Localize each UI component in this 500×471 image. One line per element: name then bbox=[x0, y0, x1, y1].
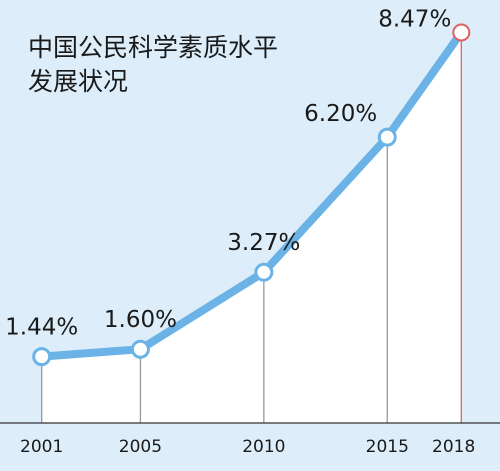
data-point-2010 bbox=[254, 262, 274, 282]
data-point-2018 bbox=[452, 23, 471, 42]
x-tick-labels: 2001 2005 2010 2015 2018 bbox=[20, 437, 475, 457]
data-label-2010: 3.27% bbox=[227, 230, 300, 256]
data-label-2015: 6.20% bbox=[304, 101, 377, 127]
x-tick-2001: 2001 bbox=[20, 437, 63, 457]
data-label-2018: 8.47% bbox=[378, 6, 451, 32]
area-fill bbox=[41, 32, 462, 423]
chart-title-line-2: 发展状况 bbox=[28, 67, 128, 96]
x-tick-2015: 2015 bbox=[366, 437, 409, 457]
drop-lines bbox=[41, 32, 462, 423]
data-point-2015 bbox=[377, 127, 397, 147]
x-tick-2005: 2005 bbox=[119, 437, 162, 457]
data-point-2005 bbox=[130, 339, 150, 359]
data-label-2005: 1.60% bbox=[104, 307, 177, 333]
chart-title-line-1: 中国公民科学素质水平 bbox=[28, 33, 278, 62]
data-label-2001: 1.44% bbox=[5, 315, 78, 341]
data-markers bbox=[32, 23, 471, 367]
x-tick-2018: 2018 bbox=[432, 437, 475, 457]
data-point-2001 bbox=[32, 347, 52, 367]
chart-title: 中国公民科学素质水平 发展状况 bbox=[28, 33, 278, 96]
x-tick-2010: 2010 bbox=[242, 437, 285, 457]
data-labels: 1.44% 1.60% 3.27% 6.20% 8.47% bbox=[5, 6, 451, 340]
